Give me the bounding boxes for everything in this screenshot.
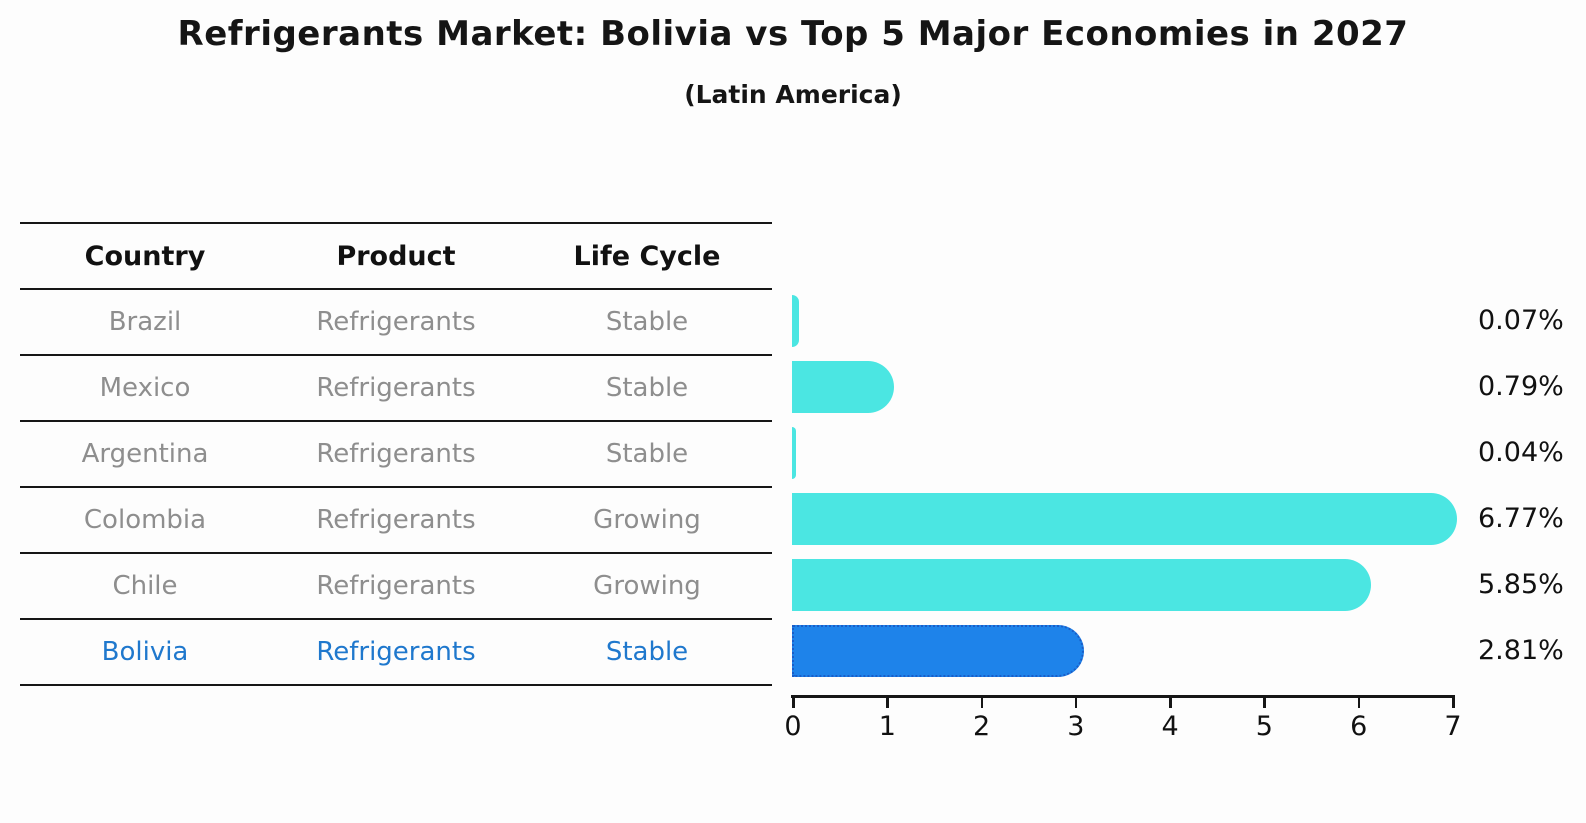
cell-product: Refrigerants	[316, 571, 476, 601]
bar-colombia	[792, 493, 1458, 545]
x-axis-tick	[886, 698, 889, 708]
chart-subtitle: (Latin America)	[684, 80, 902, 109]
x-tick-label: 2	[973, 711, 991, 742]
value-label-colombia: 6.77%	[1478, 503, 1564, 534]
cell-country: Mexico	[99, 373, 191, 403]
x-tick-label: 7	[1444, 711, 1462, 742]
col-header-life-cycle: Life Cycle	[573, 240, 721, 272]
x-axis-tick	[1263, 698, 1266, 708]
bar-argentina	[792, 427, 796, 479]
col-header-product: Product	[336, 240, 456, 272]
x-axis-tick	[1074, 698, 1078, 708]
table-row-bolivia: Bolivia Refrigerants Stable	[20, 618, 772, 684]
x-tick-label: 3	[1067, 711, 1085, 742]
bar-chile	[792, 559, 1371, 611]
chart-title: Refrigerants Market: Bolivia vs Top 5 Ma…	[177, 14, 1409, 54]
cell-product: Refrigerants	[316, 373, 476, 403]
cell-life-cycle: Growing	[593, 505, 701, 535]
x-tick-label: 4	[1161, 711, 1179, 742]
cell-country: Colombia	[83, 505, 207, 535]
table-row-argentina: Argentina Refrigerants Stable	[20, 420, 772, 486]
x-axis-line	[791, 695, 1455, 698]
bar-brazil	[792, 295, 799, 347]
cell-product: Refrigerants	[316, 439, 476, 469]
cell-life-cycle: Stable	[605, 637, 689, 667]
x-tick-label: 0	[784, 711, 802, 742]
table-row-colombia: Colombia Refrigerants Growing	[20, 486, 772, 552]
value-label-chile: 5.85%	[1478, 569, 1564, 600]
x-axis-tick	[1169, 698, 1172, 708]
x-axis-tick	[980, 698, 984, 708]
cell-product: Refrigerants	[316, 307, 476, 337]
cell-product: Refrigerants	[316, 505, 476, 535]
cell-life-cycle: Stable	[605, 373, 689, 403]
x-axis-tick	[1357, 698, 1361, 708]
col-header-country: Country	[84, 240, 206, 272]
x-tick-label: 6	[1350, 711, 1368, 742]
country-table: Country Product Life Cycle Brazil Refrig…	[20, 222, 772, 686]
cell-country: Brazil	[108, 307, 182, 337]
cell-life-cycle: Stable	[605, 439, 689, 469]
cell-country: Argentina	[81, 439, 209, 469]
x-tick-label: 5	[1255, 711, 1273, 742]
table-row-chile: Chile Refrigerants Growing	[20, 552, 772, 618]
x-tick-label: 1	[878, 711, 896, 742]
value-label-brazil: 0.07%	[1478, 305, 1564, 336]
table-row-mexico: Mexico Refrigerants Stable	[20, 354, 772, 420]
value-label-bolivia: 2.81%	[1478, 635, 1564, 666]
bar-bolivia-highlighted	[792, 625, 1084, 677]
cell-country: Chile	[112, 571, 178, 601]
cell-country: Bolivia	[101, 637, 189, 667]
cell-life-cycle: Growing	[593, 571, 701, 601]
bar-plot-area: 0 1 2 3 4 5 6 7	[784, 288, 1462, 742]
table-row-brazil: Brazil Refrigerants Stable	[20, 288, 772, 354]
x-axis-tick	[792, 698, 795, 708]
x-axis-tick	[1452, 698, 1455, 708]
cell-life-cycle: Stable	[605, 307, 689, 337]
bar-mexico	[792, 361, 894, 413]
value-label-mexico: 0.79%	[1478, 371, 1564, 402]
table-header-row: Country Product Life Cycle	[20, 222, 772, 288]
cell-product: Refrigerants	[316, 637, 476, 667]
value-label-argentina: 0.04%	[1478, 437, 1564, 468]
